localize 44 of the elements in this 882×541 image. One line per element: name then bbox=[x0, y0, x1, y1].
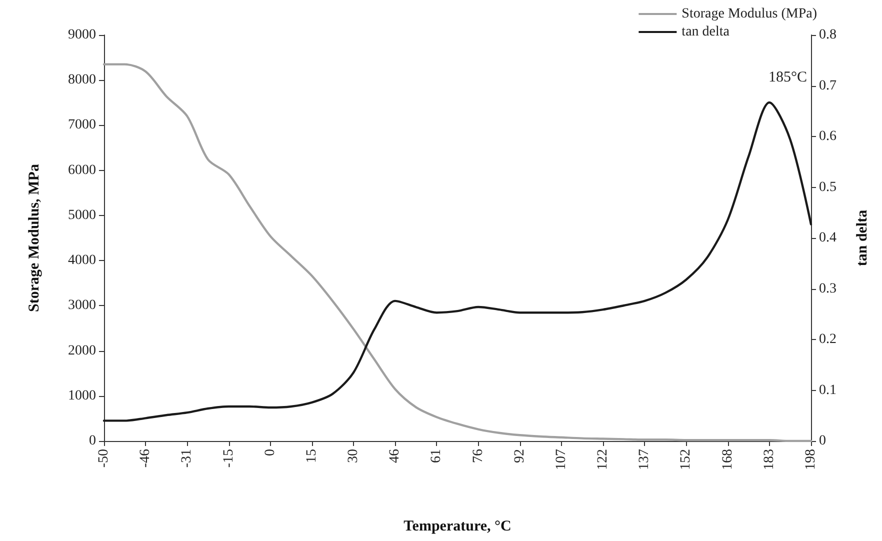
x-tick-label: 61 bbox=[429, 449, 444, 463]
x-tick-label: -46 bbox=[138, 449, 154, 468]
y-tick-label: 8000 bbox=[68, 72, 96, 88]
y2-axis-title: tan delta bbox=[854, 209, 870, 266]
legend-label: tan delta bbox=[682, 24, 730, 40]
x-tick-label: -15 bbox=[221, 449, 236, 468]
x-axis-title: Temperature, °C bbox=[404, 518, 512, 534]
y2-tick-label: 0.2 bbox=[819, 332, 836, 347]
line-series bbox=[102, 101, 812, 422]
x-tick-label: 76 bbox=[470, 449, 486, 463]
y2-tick-label: 0.3 bbox=[819, 281, 836, 296]
x-tick-label: 46 bbox=[388, 449, 403, 463]
x-tick-label: 15 bbox=[304, 449, 320, 463]
y2-tick-label: 0.6 bbox=[819, 129, 836, 144]
y-tick-label: 0 bbox=[89, 434, 96, 448]
x-tick-label: -31 bbox=[180, 449, 195, 468]
x-tick-label: 122 bbox=[596, 449, 611, 470]
y-tick-label: 7000 bbox=[68, 118, 96, 133]
x-tick-label: -50 bbox=[96, 449, 112, 468]
x-tick-label: 30 bbox=[346, 449, 362, 463]
y-tick-label: 5000 bbox=[68, 208, 96, 223]
y-tick-label: 2000 bbox=[68, 343, 96, 358]
y2-tick-label: 0.8 bbox=[819, 28, 836, 42]
y2-tick-label: 0.1 bbox=[819, 382, 836, 398]
y-tick-label: 3000 bbox=[68, 298, 96, 314]
x-tick-label: 183 bbox=[762, 449, 777, 470]
legend-label: Storage Modulus (MPa) bbox=[682, 6, 818, 22]
y-tick-label: 1000 bbox=[68, 388, 96, 404]
y2-tick-label: 0.4 bbox=[819, 230, 836, 246]
y-tick-label: 4000 bbox=[68, 253, 96, 268]
annotation: 185°C bbox=[768, 70, 808, 86]
x-tick-label: 107 bbox=[554, 449, 569, 470]
y-tick-label: 9000 bbox=[68, 28, 96, 42]
y2-tick-label: 0.7 bbox=[819, 78, 836, 94]
x-tick-label: 0 bbox=[262, 449, 278, 456]
x-tick-label: 168 bbox=[720, 449, 736, 470]
y-axis-title: Storage Modulus, MPa bbox=[26, 164, 42, 312]
x-tick-label: 137 bbox=[637, 449, 652, 470]
x-tick-label: 92 bbox=[512, 449, 528, 463]
y2-tick-label: 0.5 bbox=[819, 180, 836, 195]
x-tick-label: 152 bbox=[678, 449, 694, 470]
y-tick-label: 6000 bbox=[68, 162, 96, 178]
x-tick-label: 198 bbox=[804, 449, 818, 470]
y2-tick-label: 0 bbox=[819, 434, 826, 448]
